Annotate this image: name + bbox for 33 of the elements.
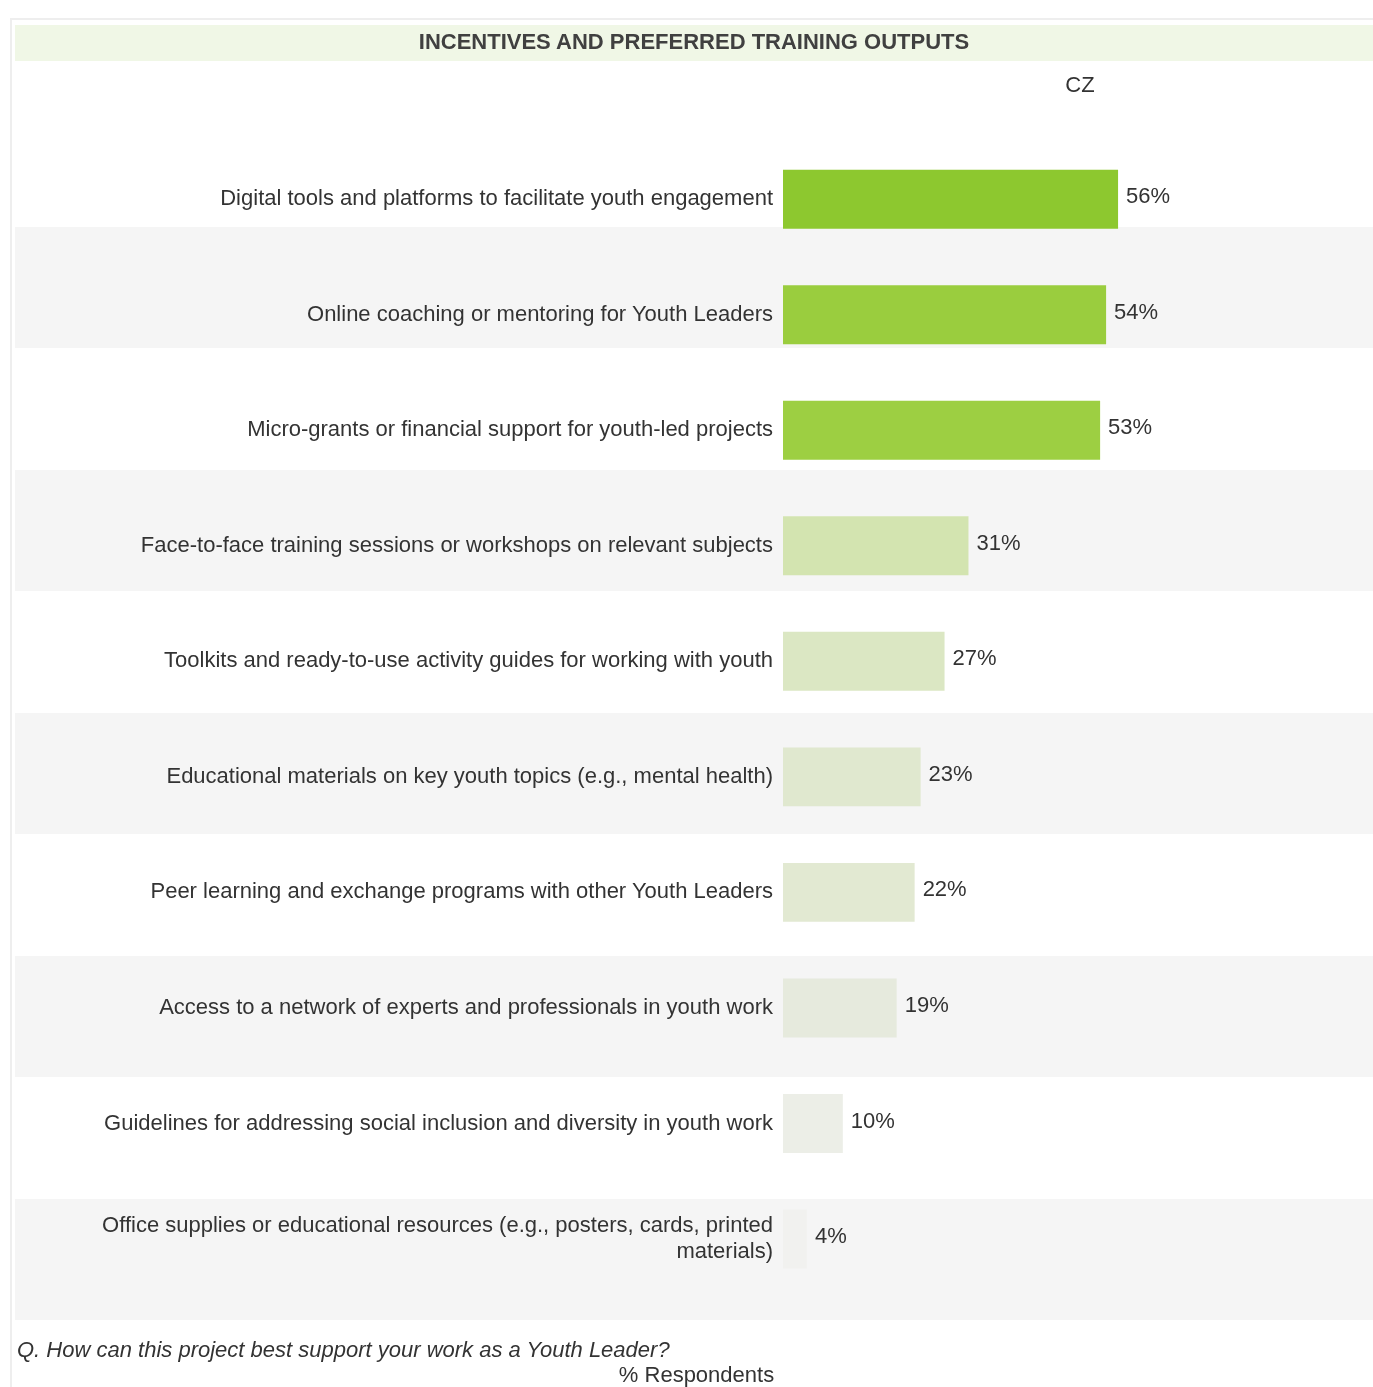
text: Q. How can this project best support your work as a Youth Leader? [17,1337,670,1363]
bar [783,747,921,807]
bar [783,169,1119,229]
bar [783,400,1101,460]
y-tick-label: Office supplies or educational resources (e.g., posters, cards, printed materials) [102,1211,773,1264]
bar [783,862,915,922]
data-label: 27% [952,645,997,671]
bar [783,978,897,1038]
chart-title: INCENTIVES AND PREFERRED TRAINING OUTPUTS [417,29,971,55]
data-label: 19% [904,992,949,1018]
bar [783,285,1107,345]
data-label: 53% [1108,414,1153,440]
y-tick-label: Micro-grants or financial support for youth-led projects [247,416,773,442]
data-label: 54% [1114,298,1159,324]
x-axis-title: % Respondents [617,1362,776,1387]
y-tick-label: Peer learning and exchange programs with other Youth Leaders [150,878,773,904]
data-label: 10% [850,1107,895,1133]
data-label: 56% [1126,183,1171,209]
bar [783,516,969,576]
y-tick-label: Face-to-face training sessions or workshops on relevant subjects [140,531,773,557]
data-label: 23% [928,760,973,786]
text: CZ [1064,72,1096,98]
y-tick-label: Guidelines for addressing social inclusion and diversity in youth work [104,1109,774,1135]
y-tick-label: Toolkits and ready-to-use activity guides for working with youth [164,647,773,673]
data-label: 4% [814,1223,847,1249]
y-tick-label: Access to a network of experts and professionals in youth work [159,994,774,1020]
y-tick-label: Educational materials on key youth topics (e.g., mental health) [166,762,773,788]
bar [783,631,945,691]
data-label: 31% [976,529,1021,555]
data-label: 22% [922,876,967,902]
y-tick-label: Digital tools and platforms to facilitate youth engagement [220,185,773,211]
y-tick-label: Online coaching or mentoring for Youth Leaders [307,300,773,326]
bar [783,1094,843,1153]
